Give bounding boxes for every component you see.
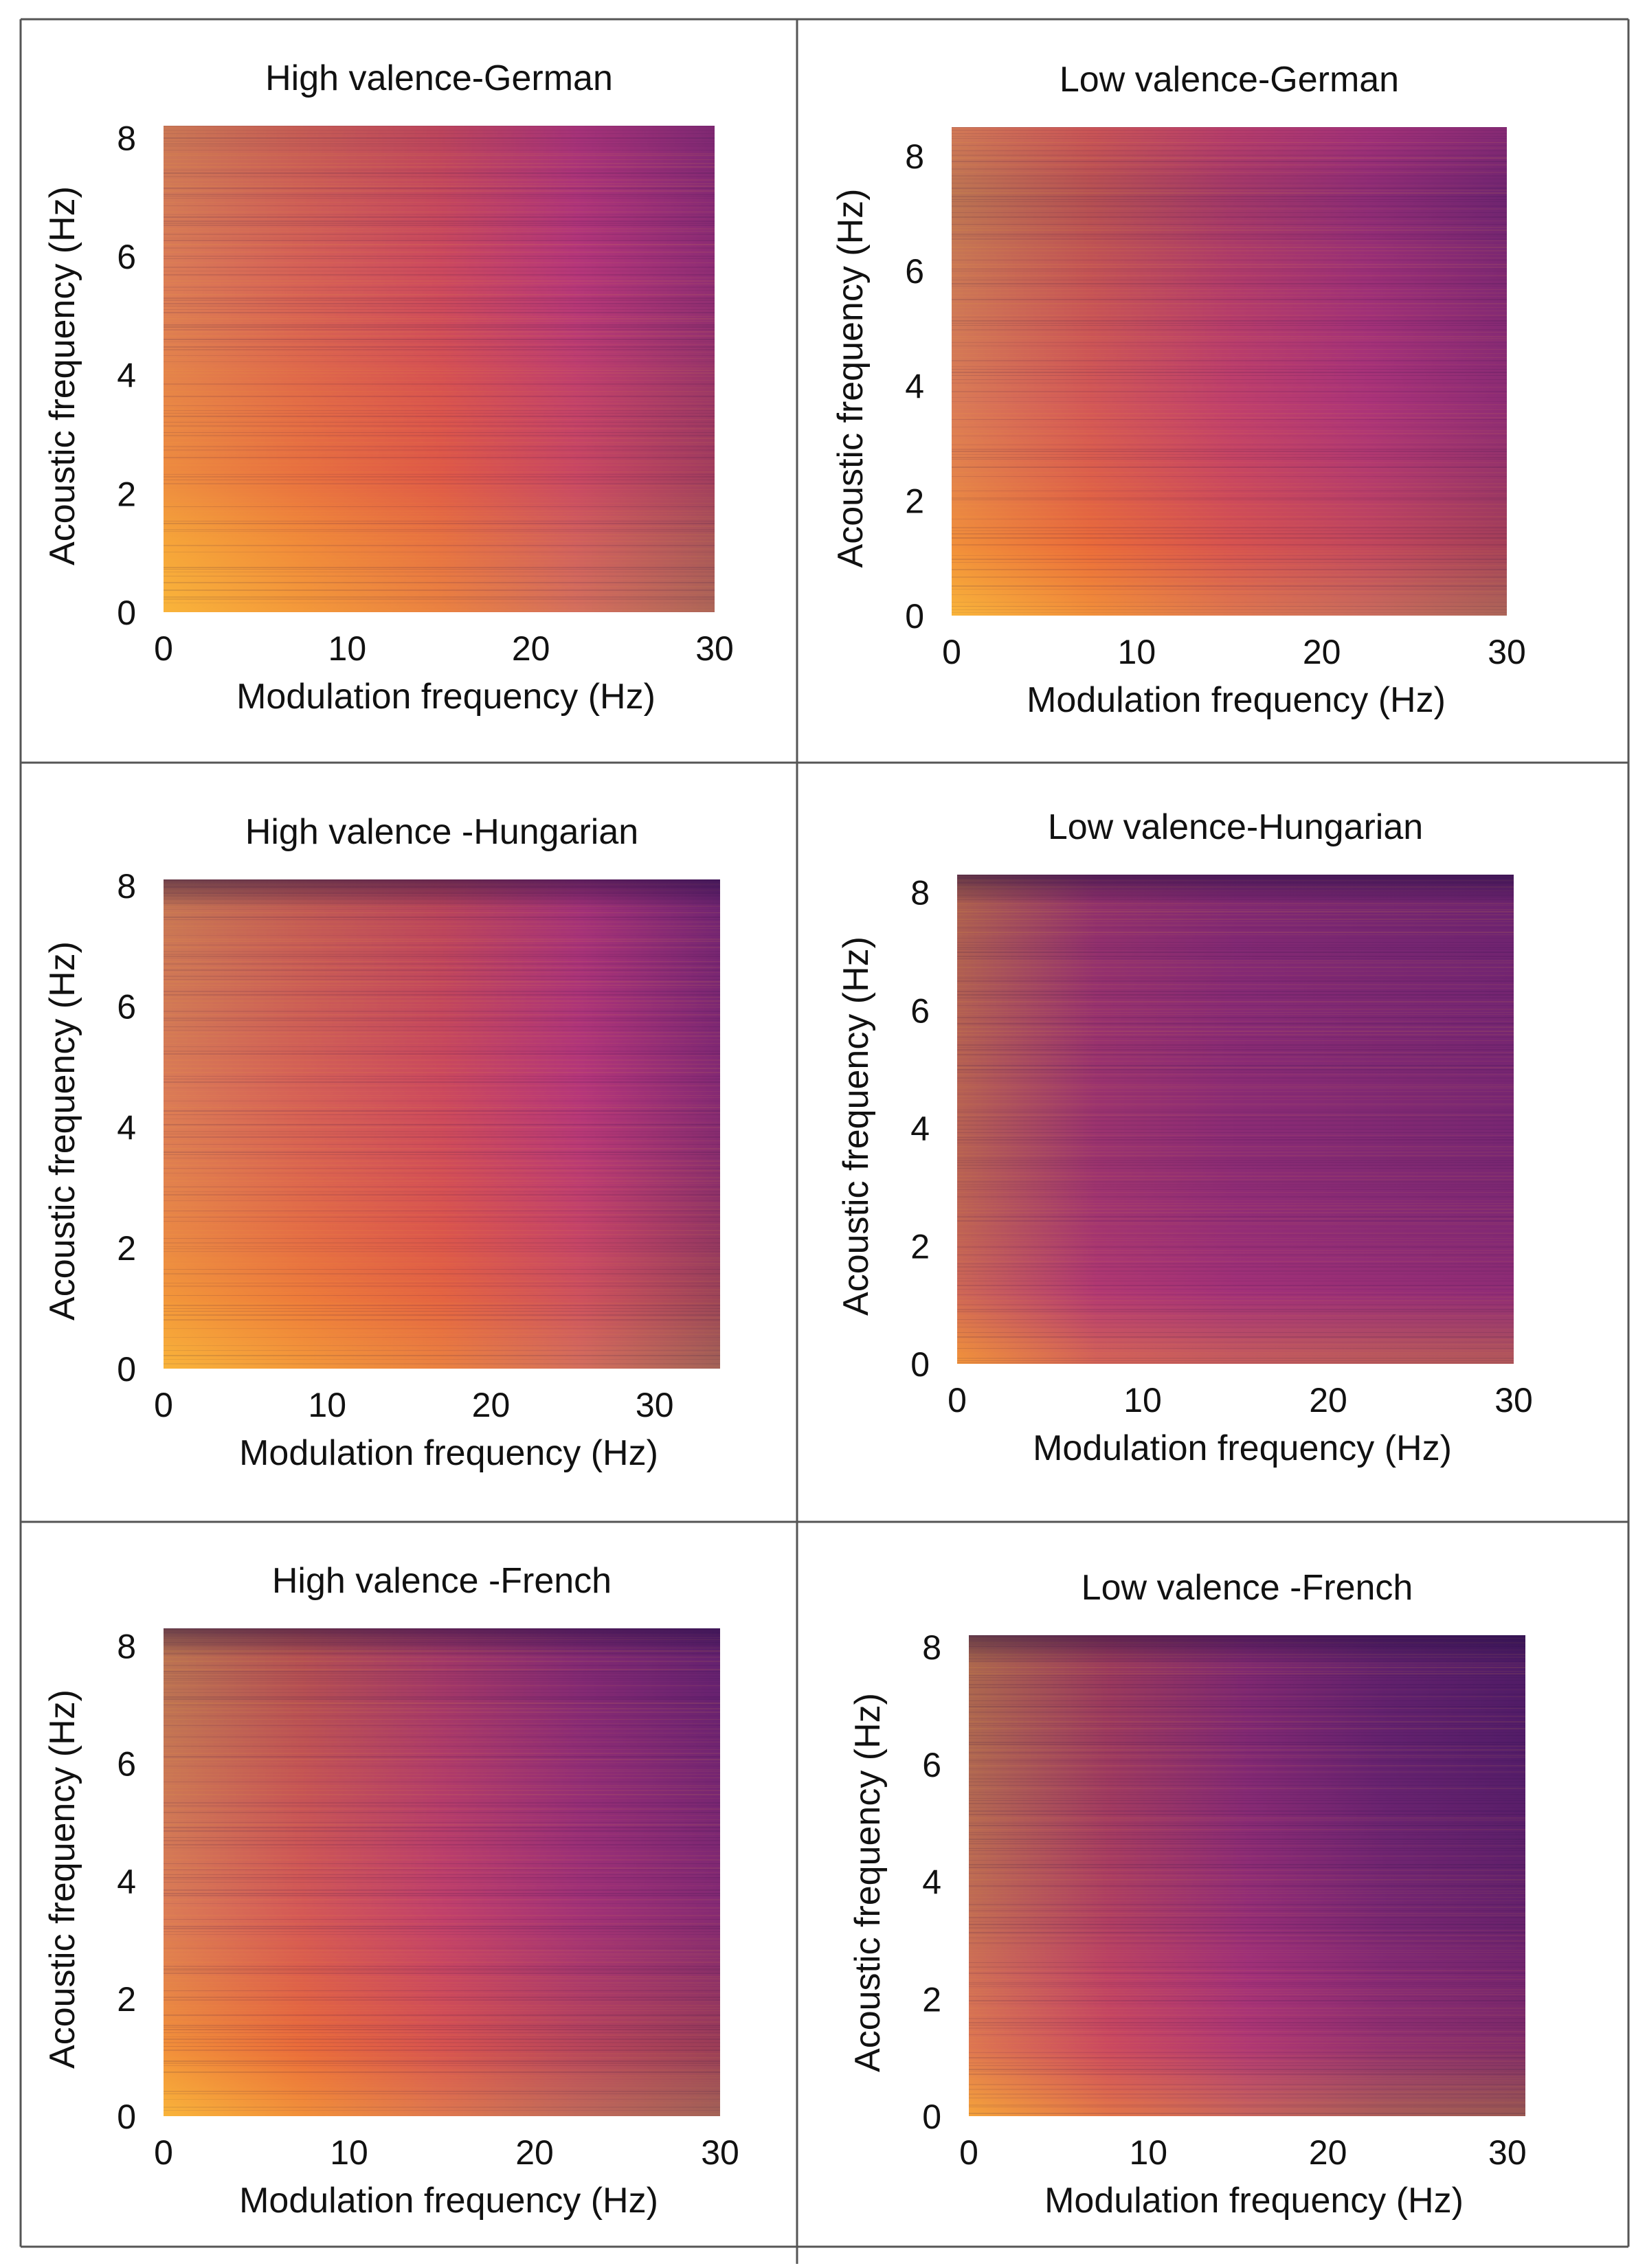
x-axis-label: Modulation frequency (Hz) — [236, 677, 656, 717]
x-axis-label: Modulation frequency (Hz) — [239, 2181, 658, 2221]
panel-title: Low valence-German — [1060, 60, 1399, 100]
spectrogram-image — [952, 127, 1507, 616]
spectrogram-panel: High valence-German 0 10 20 30 0 2 4 6 8 Modulatio… — [43, 58, 734, 717]
y-tick-label: 2 — [117, 475, 136, 513]
y-tick-label: 4 — [922, 1863, 941, 1902]
x-tick-label: 20 — [472, 1386, 511, 1424]
y-tick-label: 0 — [117, 594, 136, 632]
x-tick-label: 20 — [512, 629, 550, 668]
x-tick-label: 20 — [515, 2133, 554, 2172]
x-tick-label: 10 — [328, 629, 367, 668]
spectrogram-image — [164, 126, 715, 612]
x-tick-label: 30 — [701, 2133, 739, 2172]
y-axis-label: Acoustic frequency (Hz) — [836, 936, 876, 1316]
x-tick-label: 30 — [1488, 2133, 1527, 2172]
y-axis-label: Acoustic frequency (Hz) — [831, 189, 871, 568]
y-tick-label: 8 — [905, 137, 924, 176]
x-tick-label: 10 — [308, 1386, 346, 1424]
spectrogram-image — [957, 875, 1514, 1364]
y-tick-label: 8 — [117, 867, 136, 906]
y-axis-label: Acoustic frequency (Hz) — [848, 1693, 888, 2072]
y-tick-label: 2 — [117, 1980, 136, 2019]
y-tick-label: 4 — [117, 1108, 136, 1147]
x-tick-label: 30 — [636, 1386, 674, 1424]
y-tick-label: 6 — [910, 991, 930, 1030]
y-tick-label: 8 — [910, 874, 930, 912]
x-axis-label: Modulation frequency (Hz) — [1033, 1428, 1452, 1468]
y-tick-label: 2 — [905, 482, 924, 521]
x-axis-label: Modulation frequency (Hz) — [1044, 2181, 1464, 2221]
x-tick-label: 30 — [1494, 1381, 1533, 1419]
y-tick-label: 0 — [922, 2098, 941, 2136]
x-axis-label: Modulation frequency (Hz) — [239, 1433, 658, 1473]
x-tick-label: 20 — [1309, 2133, 1347, 2172]
y-axis-label: Acoustic frequency (Hz) — [43, 941, 82, 1321]
x-tick-label: 0 — [154, 1386, 173, 1424]
x-axis-label: Modulation frequency (Hz) — [1027, 680, 1446, 720]
x-tick-label: 20 — [1303, 633, 1341, 671]
y-tick-label: 4 — [910, 1110, 930, 1148]
panel-title: High valence -Hungarian — [245, 812, 638, 852]
y-tick-label: 4 — [117, 1863, 136, 1901]
table-grid-lines — [19, 18, 1630, 2264]
panel-title: Low valence-Hungarian — [1048, 807, 1423, 847]
y-tick-label: 0 — [905, 597, 924, 636]
x-tick-label: 0 — [948, 1381, 967, 1419]
y-tick-label: 8 — [117, 119, 136, 157]
spectrogram-panel: High valence -French 0 10 20 30 0 2 4 6 8 Modulati… — [43, 1561, 739, 2221]
y-tick-label: 8 — [117, 1628, 136, 1666]
y-axis-label: Acoustic frequency (Hz) — [43, 186, 82, 565]
panel-title: High valence-German — [265, 58, 613, 98]
y-tick-label: 6 — [905, 252, 924, 291]
x-tick-label: 10 — [1118, 633, 1156, 671]
y-tick-label: 4 — [905, 367, 924, 405]
x-tick-label: 0 — [942, 633, 961, 671]
spectrogram-panel: Low valence-German 0 10 20 30 0 2 4 6 8 Modulation… — [831, 60, 1526, 720]
y-tick-label: 4 — [117, 357, 136, 395]
x-tick-label: 10 — [330, 2133, 368, 2172]
spectrogram-image — [969, 1635, 1525, 2116]
spectrogram-image — [164, 879, 720, 1369]
y-tick-label: 6 — [117, 988, 136, 1026]
y-axis-label: Acoustic frequency (Hz) — [43, 1689, 82, 2069]
x-tick-label: 30 — [1488, 633, 1526, 671]
spectrogram-panel: High valence -Hungarian 0 10 20 30 0 2 4 6 8 Modul… — [43, 812, 720, 1473]
panel-title: High valence -French — [272, 1561, 612, 1601]
spectrogram-panel: Low valence -French 0 10 20 30 0 2 4 6 8 Modulatio… — [848, 1568, 1527, 2221]
y-tick-label: 6 — [117, 238, 136, 276]
x-tick-label: 0 — [959, 2133, 978, 2172]
y-tick-label: 6 — [117, 1745, 136, 1784]
x-tick-label: 10 — [1129, 2133, 1167, 2172]
x-tick-label: 20 — [1309, 1381, 1347, 1419]
y-tick-label: 0 — [117, 2098, 136, 2136]
y-tick-label: 0 — [910, 1345, 930, 1384]
y-tick-label: 0 — [117, 1350, 136, 1389]
x-tick-label: 10 — [1123, 1381, 1162, 1419]
x-tick-label: 0 — [154, 629, 173, 668]
spectrogram-panel: Low valence-Hungarian 0 10 20 30 0 2 4 6 8 Modulat… — [836, 807, 1533, 1468]
panel-title: Low valence -French — [1082, 1568, 1413, 1608]
y-tick-label: 8 — [922, 1628, 941, 1667]
x-tick-label: 0 — [154, 2133, 173, 2172]
x-tick-label: 30 — [695, 629, 734, 668]
y-tick-label: 2 — [117, 1229, 136, 1268]
spectrogram-image — [164, 1628, 720, 2116]
y-tick-label: 2 — [922, 1980, 941, 2019]
y-tick-label: 2 — [910, 1227, 930, 1266]
y-tick-label: 6 — [922, 1746, 941, 1784]
